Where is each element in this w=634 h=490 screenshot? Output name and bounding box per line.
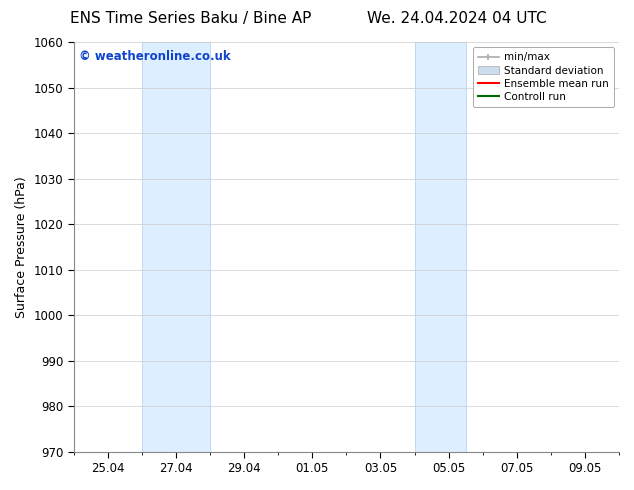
- Text: © weatheronline.co.uk: © weatheronline.co.uk: [79, 50, 231, 63]
- Text: We. 24.04.2024 04 UTC: We. 24.04.2024 04 UTC: [366, 11, 547, 26]
- Bar: [142, 42, 210, 452]
- Text: ENS Time Series Baku / Bine AP: ENS Time Series Baku / Bine AP: [70, 11, 311, 26]
- Bar: [415, 42, 465, 452]
- Legend: min/max, Standard deviation, Ensemble mean run, Controll run: min/max, Standard deviation, Ensemble me…: [472, 47, 614, 107]
- Y-axis label: Surface Pressure (hPa): Surface Pressure (hPa): [15, 176, 28, 318]
